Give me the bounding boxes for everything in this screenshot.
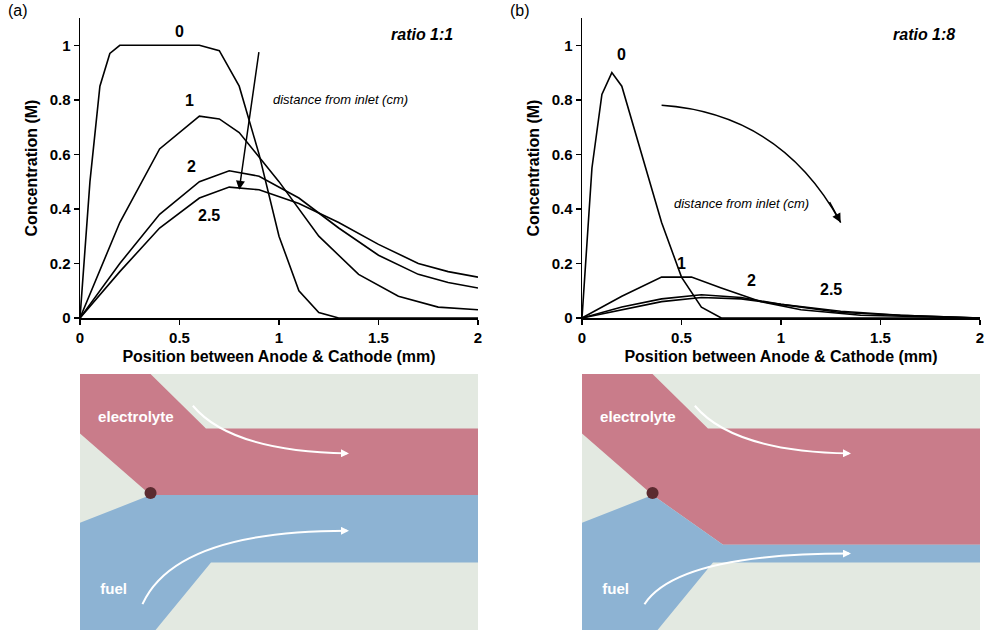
svg-text:1: 1 bbox=[564, 37, 572, 54]
svg-text:1.5: 1.5 bbox=[870, 329, 891, 346]
svg-text:Position between Anode & Catho: Position between Anode & Cathode (mm) bbox=[624, 348, 937, 365]
svg-text:fuel: fuel bbox=[602, 580, 629, 597]
svg-text:ratio 1:8: ratio 1:8 bbox=[893, 26, 955, 43]
svg-text:0.6: 0.6 bbox=[50, 146, 71, 163]
svg-text:0: 0 bbox=[578, 329, 586, 346]
svg-text:electrolyte: electrolyte bbox=[98, 408, 174, 425]
svg-text:Concentration (M): Concentration (M) bbox=[23, 100, 40, 237]
svg-text:2.5: 2.5 bbox=[820, 281, 842, 298]
svg-text:2: 2 bbox=[474, 329, 482, 346]
svg-text:0.5: 0.5 bbox=[169, 329, 190, 346]
svg-text:fuel: fuel bbox=[100, 580, 127, 597]
svg-text:0: 0 bbox=[564, 309, 572, 326]
svg-text:electrolyte: electrolyte bbox=[600, 408, 676, 425]
svg-text:0.4: 0.4 bbox=[50, 200, 72, 217]
svg-text:ratio 1:1: ratio 1:1 bbox=[391, 26, 453, 43]
svg-text:Position between Anode & Catho: Position between Anode & Cathode (mm) bbox=[122, 348, 435, 365]
svg-text:(a): (a) bbox=[8, 2, 28, 19]
svg-text:0: 0 bbox=[76, 329, 84, 346]
svg-text:0.5: 0.5 bbox=[671, 329, 692, 346]
svg-text:1: 1 bbox=[185, 92, 194, 109]
svg-text:0.6: 0.6 bbox=[552, 146, 573, 163]
svg-text:1.5: 1.5 bbox=[368, 329, 389, 346]
svg-text:(b): (b) bbox=[510, 2, 530, 19]
svg-text:distance from inlet (cm): distance from inlet (cm) bbox=[674, 196, 809, 211]
svg-text:1: 1 bbox=[777, 329, 785, 346]
svg-text:0: 0 bbox=[175, 23, 184, 40]
svg-text:distance from inlet (cm): distance from inlet (cm) bbox=[273, 92, 408, 107]
svg-text:0.2: 0.2 bbox=[552, 255, 573, 272]
svg-text:0.8: 0.8 bbox=[552, 91, 573, 108]
svg-text:2: 2 bbox=[976, 329, 984, 346]
svg-text:0.8: 0.8 bbox=[50, 91, 71, 108]
svg-text:2: 2 bbox=[747, 272, 756, 289]
svg-text:0: 0 bbox=[62, 309, 70, 326]
svg-text:0.2: 0.2 bbox=[50, 255, 71, 272]
svg-text:1: 1 bbox=[275, 329, 283, 346]
svg-text:0: 0 bbox=[617, 46, 626, 63]
svg-text:2.5: 2.5 bbox=[198, 207, 220, 224]
svg-text:2: 2 bbox=[187, 158, 196, 175]
svg-text:1: 1 bbox=[677, 255, 686, 272]
svg-text:0.4: 0.4 bbox=[552, 200, 574, 217]
svg-text:Concentration (M): Concentration (M) bbox=[525, 100, 542, 237]
svg-text:1: 1 bbox=[62, 37, 70, 54]
